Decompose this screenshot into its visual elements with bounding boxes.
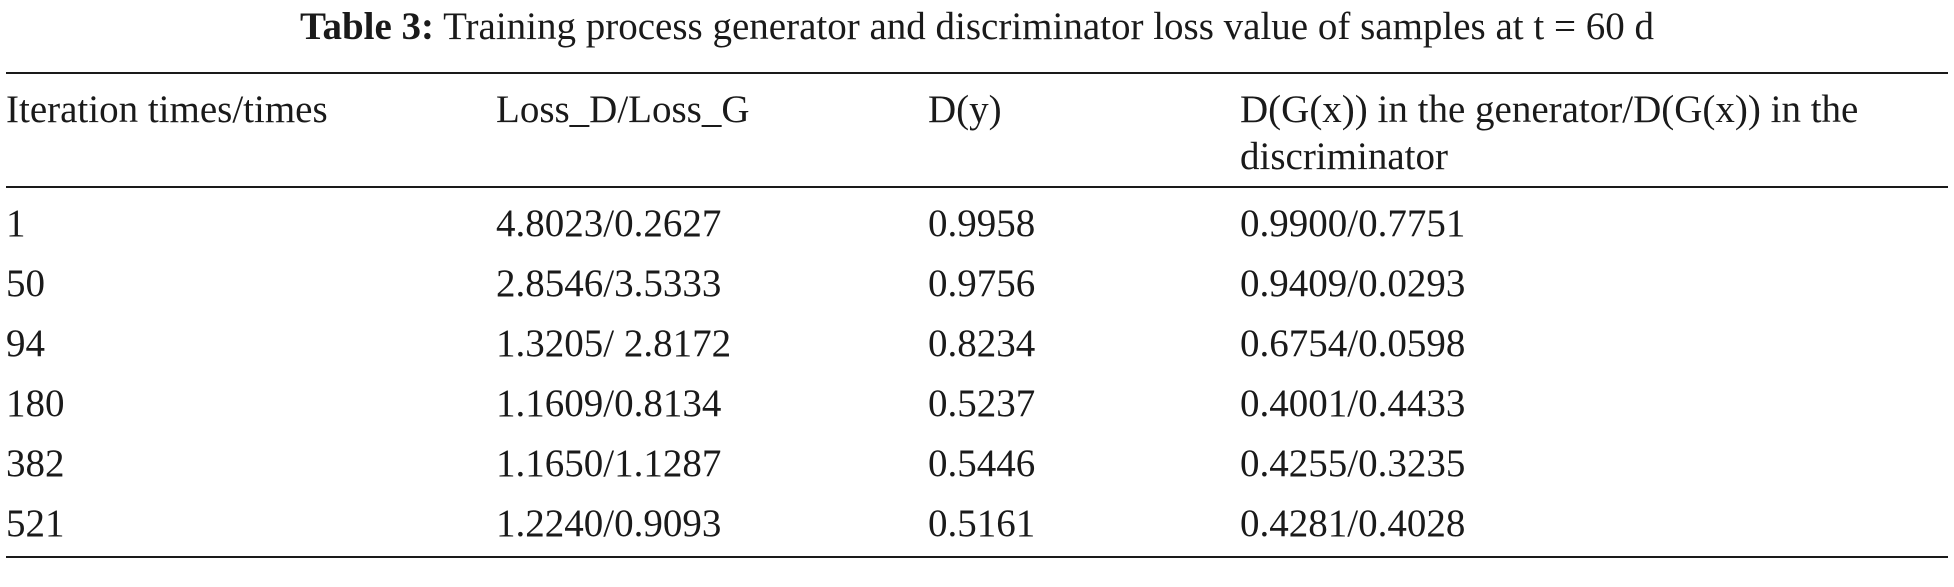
- cell-iteration: 382: [6, 442, 65, 485]
- cell-iteration: 521: [6, 502, 65, 545]
- cell-dgx: 0.4001/0.4433: [1240, 382, 1466, 425]
- table-body: 1 4.8023/0.2627 0.9958 0.9900/0.7751 50 …: [6, 187, 1948, 557]
- cell-dgx: 0.9409/0.0293: [1240, 262, 1466, 305]
- cell-loss: 1.2240/0.9093: [496, 502, 722, 545]
- table-row: 180 1.1609/0.8134 0.5237 0.4001/0.4433: [6, 374, 1948, 434]
- cell-iteration: 1: [6, 202, 26, 245]
- cell-dy: 0.5161: [928, 502, 1036, 545]
- cell-dy: 0.5446: [928, 442, 1036, 485]
- table-header: Iteration times/times Loss_D/Loss_G D(y)…: [6, 73, 1948, 187]
- cell-dgx: 0.4281/0.4028: [1240, 502, 1466, 545]
- results-table: Iteration times/times Loss_D/Loss_G D(y)…: [6, 72, 1948, 558]
- header-row: Iteration times/times Loss_D/Loss_G D(y)…: [6, 73, 1948, 187]
- table-row: 94 1.3205/ 2.8172 0.8234 0.6754/0.0598: [6, 314, 1948, 374]
- cell-loss: 1.3205/ 2.8172: [496, 322, 732, 365]
- table-row: 50 2.8546/3.5333 0.9756 0.9409/0.0293: [6, 254, 1948, 314]
- cell-dy: 0.9958: [928, 202, 1036, 245]
- table-row: 521 1.2240/0.9093 0.5161 0.4281/0.4028: [6, 494, 1948, 557]
- cell-iteration: 94: [6, 322, 45, 365]
- cell-loss: 2.8546/3.5333: [496, 262, 722, 305]
- cell-iteration: 180: [6, 382, 65, 425]
- table-caption: Table 3: Training process generator and …: [0, 4, 1954, 50]
- cell-dgx: 0.6754/0.0598: [1240, 322, 1466, 365]
- column-header-dgx: D(G(x)) in the generator/D(G(x)) in the …: [1240, 88, 1859, 178]
- cell-loss: 1.1609/0.8134: [496, 382, 722, 425]
- cell-dgx: 0.4255/0.3235: [1240, 442, 1466, 485]
- table-caption-label: Table 3:: [300, 5, 435, 48]
- column-header-loss: Loss_D/Loss_G: [496, 88, 750, 131]
- cell-loss: 4.8023/0.2627: [496, 202, 722, 245]
- cell-dy: 0.5237: [928, 382, 1036, 425]
- cell-iteration: 50: [6, 262, 45, 305]
- column-header-dy: D(y): [928, 88, 1002, 131]
- table-row: 1 4.8023/0.2627 0.9958 0.9900/0.7751: [6, 187, 1948, 254]
- cell-loss: 1.1650/1.1287: [496, 442, 722, 485]
- table-caption-text: Training process generator and discrimin…: [443, 5, 1654, 48]
- cell-dy: 0.9756: [928, 262, 1036, 305]
- table-row: 382 1.1650/1.1287 0.5446 0.4255/0.3235: [6, 434, 1948, 494]
- cell-dy: 0.8234: [928, 322, 1036, 365]
- cell-dgx: 0.9900/0.7751: [1240, 202, 1466, 245]
- column-header-iteration: Iteration times/times: [6, 88, 328, 131]
